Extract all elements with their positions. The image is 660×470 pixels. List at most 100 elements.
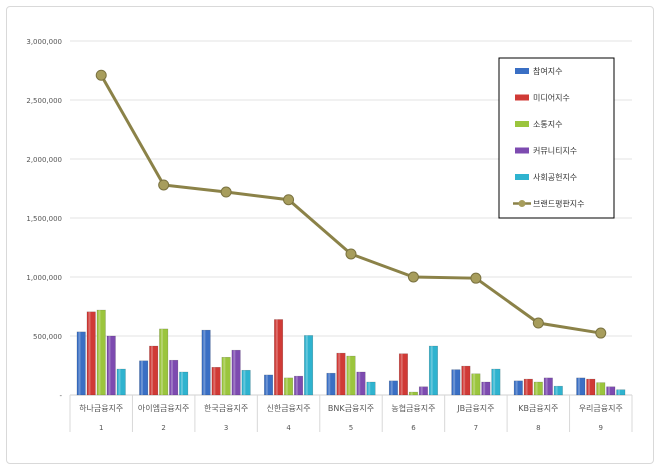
rank-label: 1	[99, 424, 103, 432]
bar-highlight	[420, 386, 423, 395]
bar-highlight	[213, 367, 216, 395]
bar-미디어지수	[398, 353, 408, 396]
bar-highlight	[578, 377, 581, 395]
bar-미디어지수	[586, 378, 596, 396]
bar-미디어지수	[274, 319, 284, 396]
bar-커뮤니티지수	[418, 386, 428, 396]
bar-highlight	[358, 371, 361, 395]
legend-label: 미디어지수	[533, 93, 570, 103]
rank-label: 8	[536, 424, 540, 432]
legend-swatch	[515, 147, 529, 154]
line-point	[470, 272, 482, 284]
bar-사회공헌지수	[366, 381, 376, 396]
bar-소통지수	[346, 355, 356, 396]
bar-highlight	[608, 386, 611, 395]
line-point	[283, 194, 295, 206]
chart-frame	[6, 6, 654, 464]
bar-highlight	[473, 373, 476, 395]
y-tick-label: 1,000,000	[26, 274, 62, 282]
bar-미디어지수	[149, 345, 159, 396]
bar-highlight	[515, 380, 518, 395]
bar-미디어지수	[336, 352, 346, 396]
bar-커뮤니티지수	[543, 377, 553, 396]
category-label: JB금융지주	[456, 404, 494, 413]
bar-highlight	[598, 382, 601, 395]
bar-커뮤니티지수	[294, 375, 304, 396]
bar-참여지수	[576, 377, 586, 396]
line-point	[220, 186, 232, 198]
bar-highlight	[243, 370, 246, 395]
legend-swatch	[515, 94, 529, 101]
line-point	[158, 179, 170, 191]
legend-box	[498, 57, 615, 219]
bar-highlight	[390, 380, 393, 395]
rank-label: 3	[224, 424, 228, 432]
y-tick-label: -	[59, 392, 62, 400]
bar-highlight	[275, 319, 278, 395]
bar-소통지수	[221, 356, 231, 396]
category-label: 아이엠금융지주	[138, 403, 190, 413]
bar-highlight	[88, 311, 91, 395]
bar-사회공헌지수	[616, 389, 626, 396]
bar-highlight	[545, 377, 548, 395]
bar-소통지수	[471, 373, 481, 396]
rank-label: 9	[599, 424, 603, 432]
legend-swatch	[515, 121, 529, 127]
category-label: BNK금융지주	[328, 404, 374, 413]
bar-highlight	[140, 360, 143, 395]
category-label: KB금융지주	[518, 404, 558, 413]
bar-highlight	[180, 371, 183, 395]
bar-highlight	[118, 369, 121, 395]
category-label: 농협금융지주	[391, 403, 435, 413]
bar-highlight	[203, 330, 206, 395]
rank-label: 2	[161, 424, 165, 432]
bar-사회공헌지수	[553, 385, 563, 396]
bar-미디어지수	[523, 378, 533, 396]
bar-커뮤니티지수	[169, 359, 179, 396]
bar-highlight	[150, 346, 153, 395]
bar-highlight	[108, 336, 111, 395]
bar-참여지수	[201, 329, 211, 396]
rank-label: 6	[411, 424, 416, 432]
category-label: 신한금융지주	[266, 404, 310, 413]
line-point	[345, 248, 357, 260]
category-label: 하나금융지주	[79, 403, 123, 413]
bar-highlight	[223, 357, 226, 395]
bar-highlight	[295, 376, 298, 395]
bar-highlight	[170, 360, 173, 395]
bar-미디어지수	[86, 311, 96, 396]
legend-label: 사회공헌지수	[533, 173, 577, 182]
bar-highlight	[265, 374, 268, 395]
rank-label: 7	[474, 424, 478, 432]
bar-highlight	[453, 369, 456, 395]
bar-highlight	[618, 389, 621, 395]
bar-highlight	[368, 382, 371, 395]
bar-참여지수	[388, 380, 398, 396]
legend-label: 커뮤니티지수	[533, 146, 577, 156]
bar-highlight	[348, 356, 351, 395]
bar-highlight	[483, 382, 486, 395]
bar-highlight	[160, 328, 163, 395]
bar-highlight	[410, 392, 413, 395]
legend-line-marker	[518, 200, 526, 207]
line-point	[532, 317, 544, 329]
bar-highlight	[525, 379, 528, 395]
rank-label: 4	[286, 424, 291, 432]
bar-참여지수	[326, 372, 336, 396]
bar-소통지수	[159, 328, 169, 396]
bar-highlight	[555, 386, 558, 395]
bar-사회공헌지수	[428, 345, 438, 396]
bar-highlight	[233, 350, 236, 395]
bar-참여지수	[264, 374, 274, 396]
rank-label: 5	[349, 424, 353, 432]
bar-사회공헌지수	[491, 368, 501, 396]
legend-label: 소통지수	[533, 120, 562, 129]
category-label: 우리금융지주	[579, 404, 623, 413]
bar-소통지수	[533, 381, 543, 396]
bar-커뮤니티지수	[606, 386, 616, 396]
bar-소통지수	[284, 377, 294, 396]
y-tick-label: 1,500,000	[26, 215, 62, 223]
legend-label: 참여지수	[533, 66, 562, 76]
bar-커뮤니티지수	[231, 349, 241, 396]
